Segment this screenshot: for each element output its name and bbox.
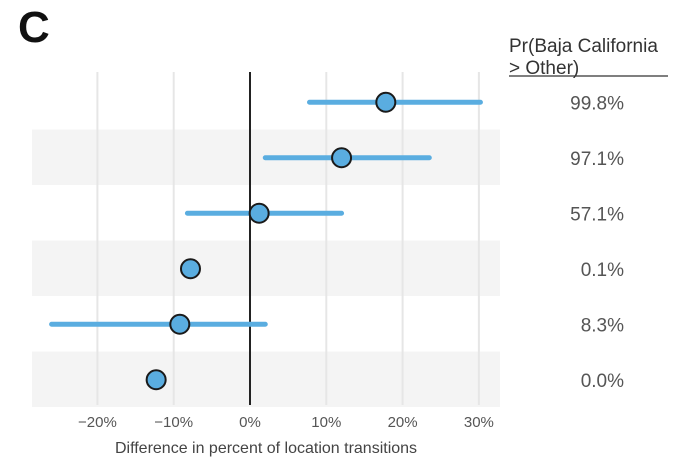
probability-label: 8.3%	[581, 315, 624, 336]
x-tick-label: −20%	[78, 414, 117, 431]
x-tick-label: 0%	[239, 414, 261, 431]
header-line-2: > Other)	[509, 58, 579, 79]
probability-label: 57.1%	[570, 204, 624, 225]
point-estimate	[169, 313, 191, 335]
x-tick-label: 30%	[464, 414, 494, 431]
probability-label: 0.1%	[581, 260, 624, 281]
panel-label: C	[18, 3, 50, 52]
x-tick-label: 10%	[311, 414, 341, 431]
point-estimate	[179, 258, 201, 280]
probability-label: 97.1%	[570, 149, 624, 170]
gridlines	[96, 72, 480, 405]
probability-label: 99.8%	[570, 93, 624, 114]
x-axis-title: Difference in percent of location transi…	[115, 440, 417, 457]
point-estimates	[145, 91, 397, 391]
point-estimate	[145, 369, 167, 391]
probability-column-header: Pr(Baja California > Other)	[509, 36, 668, 79]
probability-label: 0.0%	[581, 371, 624, 392]
point-estimate	[248, 202, 270, 224]
header-line-1: Pr(Baja California	[509, 36, 658, 57]
row-band	[32, 240, 500, 296]
probability-column: 99.8% 97.1% 57.1% 0.1% 8.3% 0.0%	[570, 93, 624, 392]
point-estimate	[331, 147, 353, 169]
x-tick-label: 20%	[388, 414, 418, 431]
row-band	[32, 351, 500, 407]
point-estimate	[375, 91, 397, 113]
x-axis-ticks: −20% −10% 0% 10% 20% 30%	[78, 414, 494, 431]
row-bands	[32, 129, 500, 407]
x-tick-label: −10%	[154, 414, 193, 431]
